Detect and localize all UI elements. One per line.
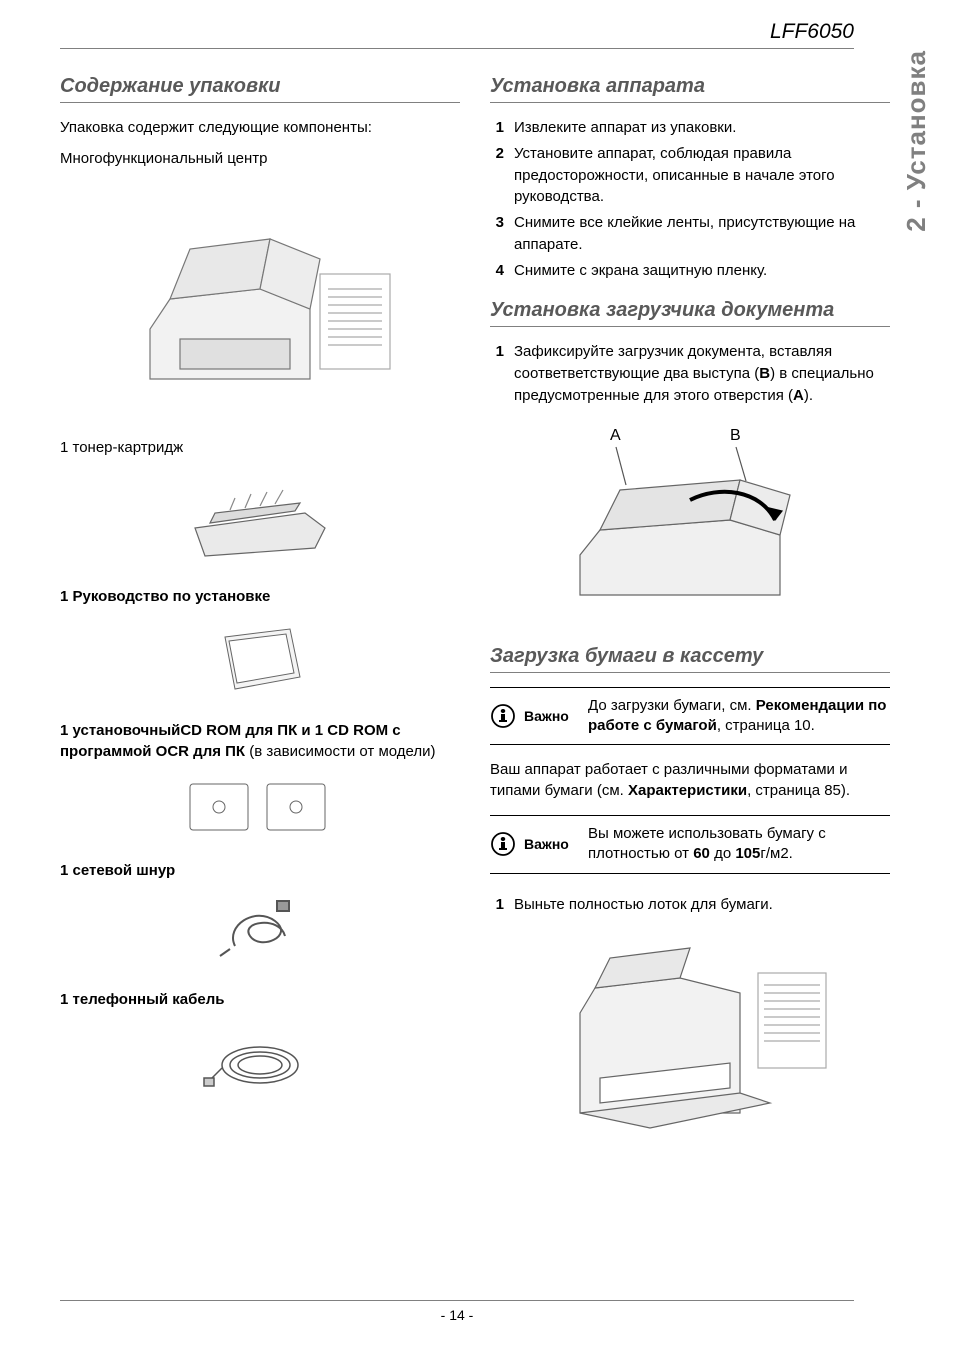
heading-loader: Установка загрузчика документа [490,299,890,327]
important-icon [490,703,516,729]
important-icon [490,831,516,857]
text-guide-label: 1 Руководство по установке [60,586,460,607]
install-step-3: 3Снимите все клейкие ленты, присутствующ… [490,212,890,256]
image-phone-cable [200,1020,320,1105]
image-power-cord [205,891,315,971]
text-power-label: 1 сетевой шнур [60,860,460,881]
heading-install: Установка аппарата [490,75,890,103]
right-column: Установка аппарата 1Извлеките аппарат из… [490,69,890,1161]
text-phone-label: 1 телефонный кабель [60,989,460,1010]
header-model: LFF6050 [60,20,914,44]
text-mfc-label: Многофункциональный центр [60,148,460,169]
text-cdrom-label: 1 установочныйCD ROM для ПК и 1 CD ROM с… [60,720,460,762]
install-steps: 1Извлеките аппарат из упаковки. 2Установ… [490,117,890,281]
page: LFF6050 2 - Установка Содержание упаковк… [0,0,954,1351]
diagram-label-a: A [610,427,621,445]
note1-text: До загрузки бумаги, см. Рекомендации по … [588,696,890,737]
page-number: - 14 - [441,1307,474,1323]
page-footer: - 14 - [60,1300,854,1323]
image-mfc [110,179,410,419]
content-columns: Содержание упаковки Упаковка содержит сл… [60,69,914,1161]
note-box-2: Важно Вы можете использовать бумагу с пл… [490,815,890,874]
text-toner-label: 1 тонер-картридж [60,437,460,458]
diagram-loader: A B [550,425,830,625]
loader-step-1: 1 Зафиксируйте загрузчик документа, вста… [490,341,890,406]
image-toner [175,468,345,568]
side-tab: 2 - Установка [901,50,932,232]
note-box-1: Важно До загрузки бумаги, см. Рекомендац… [490,687,890,746]
image-guide [205,617,315,702]
left-column: Содержание упаковки Упаковка содержит сл… [60,69,460,1161]
tray-step-1: 1Выньте полностью лоток для бумаги. [490,894,890,916]
diagram-label-b: B [730,427,741,445]
note1-label: Важно [524,708,580,724]
heading-package-contents: Содержание упаковки [60,75,460,103]
text-formats: Ваш аппарат работает с различными формат… [490,759,890,801]
tray-steps: 1Выньте полностью лоток для бумаги. [490,894,890,916]
image-paper-tray [540,933,840,1143]
text-intro: Упаковка содержит следующие компоненты: [60,117,460,138]
loader-steps: 1 Зафиксируйте загрузчик документа, вста… [490,341,890,406]
install-step-1: 1Извлеките аппарат из упаковки. [490,117,890,139]
install-step-2: 2Установите аппарат, соблюдая правила пр… [490,143,890,208]
heading-paper: Загрузка бумаги в кассету [490,645,890,673]
note2-label: Важно [524,836,580,852]
image-cdrom [175,772,345,842]
header-rule [60,48,854,49]
text-cdrom-suffix: (в зависимости от модели) [245,743,435,760]
install-step-4: 4Снимите с экрана защитную пленку. [490,260,890,282]
note2-text: Вы можете использовать бумагу с плотност… [588,824,890,865]
